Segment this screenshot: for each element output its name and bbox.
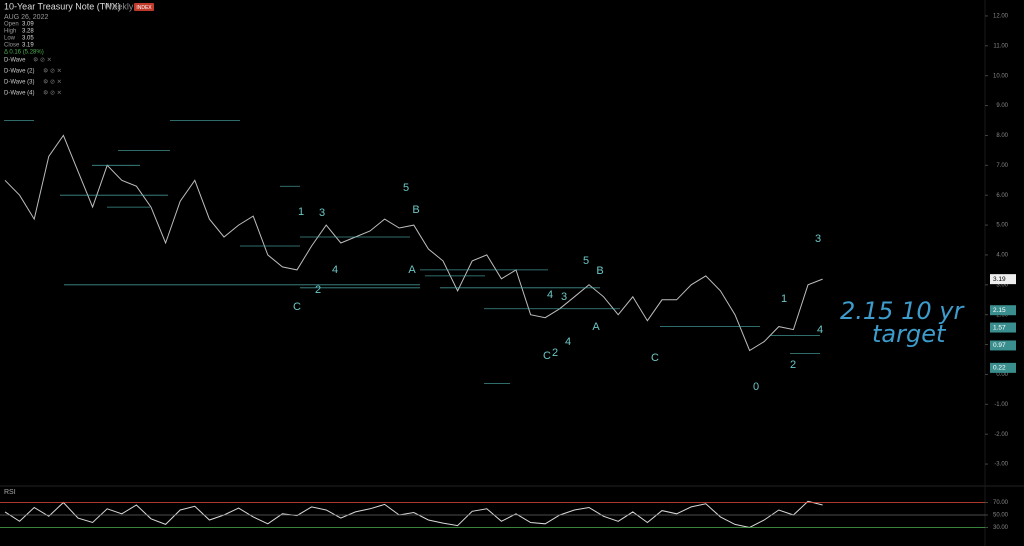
wave-label: 2 (790, 359, 796, 371)
y-tick-label: 4.00 (996, 253, 1008, 259)
wave-label: 5 (403, 182, 409, 194)
ohlc-value: 3.28 (22, 29, 34, 35)
y-tick-label: 2.00 (996, 312, 1008, 318)
price-marker-label: 2.15 (993, 307, 1006, 314)
price-marker (990, 340, 1016, 351)
wave-label: A (408, 264, 416, 276)
indicator-name: D-Wave (3) (4, 80, 34, 86)
wave-label: 4 (565, 336, 571, 348)
indicator-controls: ⚙ ⊘ ✕ (33, 57, 52, 64)
ohlc-value: 3.09 (22, 22, 34, 28)
annotation: target (872, 320, 947, 348)
price-marker-label: 0.22 (993, 365, 1006, 372)
y-tick-label: 5.00 (996, 223, 1008, 229)
y-tick-label: 70.00 (993, 500, 1009, 506)
price-marker-label: 0.97 (993, 342, 1006, 349)
annotation: 2.15 10 yr (840, 297, 965, 325)
y-tick-label: 50.00 (993, 513, 1009, 519)
y-tick-label: -3.00 (994, 462, 1008, 468)
wave-label: 4 (817, 324, 823, 336)
wave-label: C (651, 352, 659, 364)
y-tick-label: -1.00 (994, 402, 1008, 408)
wave-label: A (592, 321, 600, 333)
price-marker-label: 1.57 (993, 324, 1006, 331)
price-marker (990, 362, 1016, 373)
price-marker (990, 274, 1016, 285)
wave-label: 5 (583, 255, 589, 267)
y-tick-label: 12.00 (993, 14, 1009, 20)
y-tick-label: 6.00 (996, 193, 1008, 199)
wave-label: 3 (815, 233, 821, 245)
wave-label: 2 (315, 284, 321, 296)
indicator-name: D-Wave (4, 58, 26, 64)
indicator-controls: ⚙ ⊘ ✕ (43, 79, 62, 86)
y-tick-label: 0.00 (996, 372, 1008, 378)
badge-bg (134, 3, 154, 11)
indicator-controls: ⚙ ⊘ ✕ (43, 68, 62, 75)
y-tick-label: 3.00 (996, 282, 1008, 288)
y-tick-label: -2.00 (994, 432, 1008, 438)
indicator-controls: ⚙ ⊘ ✕ (43, 90, 62, 97)
ohlc-label: Low (4, 36, 16, 42)
wave-label: B (412, 204, 419, 216)
price-marker (990, 322, 1016, 333)
wave-label: 2 (552, 347, 558, 359)
y-tick-label: 10.00 (993, 73, 1009, 79)
wave-label: 1 (298, 206, 304, 218)
wave-label: 4 (332, 264, 338, 276)
price-line (4, 134, 823, 352)
y-tick-label: 8.00 (996, 133, 1008, 139)
wave-label: B (596, 265, 603, 277)
wave-label: 0 (753, 381, 759, 393)
ohlc-value: 3.19 (22, 43, 34, 49)
price-marker (990, 305, 1016, 316)
wave-label: C (543, 350, 551, 362)
y-tick-label: 30.00 (993, 525, 1009, 531)
y-tick-label: 7.00 (996, 163, 1008, 169)
ohlc-value: 3.05 (22, 36, 34, 42)
change: Δ 0.16 (5.28%) (4, 50, 44, 56)
indicator-name: D-Wave (2) (4, 69, 34, 75)
price-marker-label: 3.19 (993, 276, 1006, 283)
chart-title: 10-Year Treasury Note (TNX) (4, 1, 121, 11)
y-tick-label: 11.00 (993, 43, 1008, 49)
indicator-name: D-Wave (4) (4, 91, 34, 97)
date: AUG 26, 2022 (4, 14, 48, 21)
ohlc-label: High (4, 29, 16, 35)
y-tick-label: 9.00 (996, 103, 1008, 109)
wave-label: 3 (561, 291, 567, 303)
wave-label: 4 (547, 289, 553, 301)
wave-label: 1 (781, 293, 787, 305)
price-line (4, 500, 823, 529)
ohlc-label: Open (4, 22, 19, 28)
wave-label: C (293, 301, 301, 313)
rsi-title: RSI (4, 489, 16, 496)
wave-label: 3 (319, 207, 325, 219)
ohlc-label: Close (4, 43, 20, 49)
interval: Weekly (104, 1, 134, 11)
badge: INDEX (136, 5, 152, 11)
